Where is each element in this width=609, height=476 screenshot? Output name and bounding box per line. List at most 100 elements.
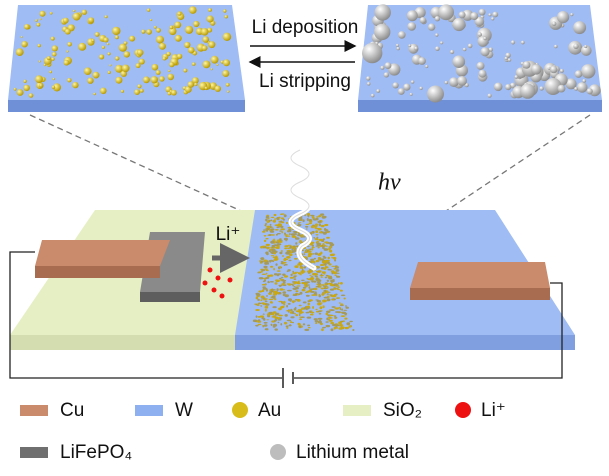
lithium-particle	[410, 80, 415, 84]
au-particle	[329, 288, 335, 291]
au-particle	[281, 249, 283, 253]
au-particle	[112, 26, 121, 36]
lithium-particle	[438, 4, 454, 21]
au-particle	[288, 283, 292, 286]
au-particle	[311, 294, 316, 296]
au-particle	[272, 219, 276, 223]
au-particle	[296, 293, 299, 296]
au-particle	[333, 315, 337, 317]
au-particle	[279, 230, 282, 232]
au-particle	[326, 236, 330, 239]
au-particle	[330, 309, 335, 311]
au-particle	[282, 281, 286, 284]
au-particle	[255, 309, 260, 311]
au-particle	[307, 255, 312, 258]
au-particle	[274, 291, 280, 294]
au-particle	[320, 284, 325, 286]
au-particle	[309, 274, 312, 276]
au-particle	[279, 265, 281, 269]
au-particle	[315, 322, 318, 325]
au-particle	[264, 224, 267, 227]
au-particle	[340, 294, 346, 297]
au-particle	[311, 259, 314, 261]
au-particle	[107, 70, 111, 74]
au-particle	[281, 283, 285, 286]
au-particle	[280, 262, 283, 265]
au-particle	[269, 301, 273, 304]
au-particle	[266, 220, 270, 223]
au-particle	[263, 317, 266, 321]
au-particle	[264, 328, 269, 331]
au-particle	[309, 277, 315, 280]
lithium-particle	[510, 40, 516, 45]
au-particle	[270, 241, 275, 244]
au-particle	[286, 309, 291, 312]
au-particle	[260, 270, 263, 273]
au-particle	[318, 214, 322, 218]
au-particle	[284, 314, 288, 317]
au-particle	[21, 41, 28, 48]
au-particle	[288, 311, 290, 313]
au-particle	[274, 229, 279, 231]
au-particle	[318, 285, 322, 288]
au-particle	[294, 306, 297, 310]
au-particle	[273, 238, 275, 241]
au-particle	[305, 228, 308, 230]
au-particle	[222, 70, 230, 77]
au-particle	[292, 287, 298, 290]
au-particle	[319, 231, 323, 234]
au-particle	[261, 283, 267, 286]
au-particle	[278, 317, 281, 320]
au-particle	[325, 282, 329, 285]
au-particle	[314, 238, 318, 240]
au-particle	[284, 232, 286, 235]
au-particle	[323, 248, 329, 251]
au-particle	[257, 272, 261, 274]
au-particle	[297, 224, 302, 227]
au-particle	[334, 311, 340, 313]
lithium-particle	[581, 45, 592, 56]
au-particle	[285, 221, 288, 225]
au-particle	[338, 302, 341, 304]
au-particle	[309, 220, 313, 223]
au-particle	[277, 233, 281, 235]
au-particle	[273, 267, 275, 271]
au-particle	[146, 8, 151, 12]
au-particle	[284, 263, 288, 266]
lithium-particle	[480, 47, 490, 57]
au-particle	[264, 300, 268, 303]
au-particle	[15, 48, 24, 56]
au-particle	[333, 257, 336, 260]
au-particle	[275, 317, 280, 319]
au-particle	[115, 56, 120, 61]
au-particle	[327, 316, 332, 319]
au-particle	[271, 295, 276, 299]
au-particle	[255, 293, 261, 297]
wire	[9, 251, 282, 379]
lithium-particle	[550, 65, 558, 74]
au-particle	[274, 282, 278, 285]
au-particle	[169, 25, 174, 30]
lithium-particle	[396, 46, 400, 51]
au-particle	[292, 284, 294, 287]
au-particle	[302, 301, 307, 304]
au-particle	[318, 223, 321, 227]
au-particle	[285, 325, 289, 328]
au-particle	[331, 306, 336, 308]
au-particle	[317, 246, 320, 249]
au-particle	[302, 323, 306, 326]
au-particle	[304, 328, 310, 331]
au-particle	[299, 240, 302, 243]
au-particle	[167, 73, 174, 81]
au-particle	[24, 24, 30, 30]
au-particle	[206, 15, 214, 23]
au-particle	[328, 247, 331, 251]
au-particle	[305, 284, 310, 286]
au-particle	[310, 276, 314, 278]
au-particle	[50, 36, 55, 41]
au-particle	[265, 238, 269, 240]
au-particle	[329, 243, 335, 247]
au-particle	[304, 214, 306, 217]
au-particle	[311, 313, 314, 316]
lithium-particle	[374, 23, 391, 41]
